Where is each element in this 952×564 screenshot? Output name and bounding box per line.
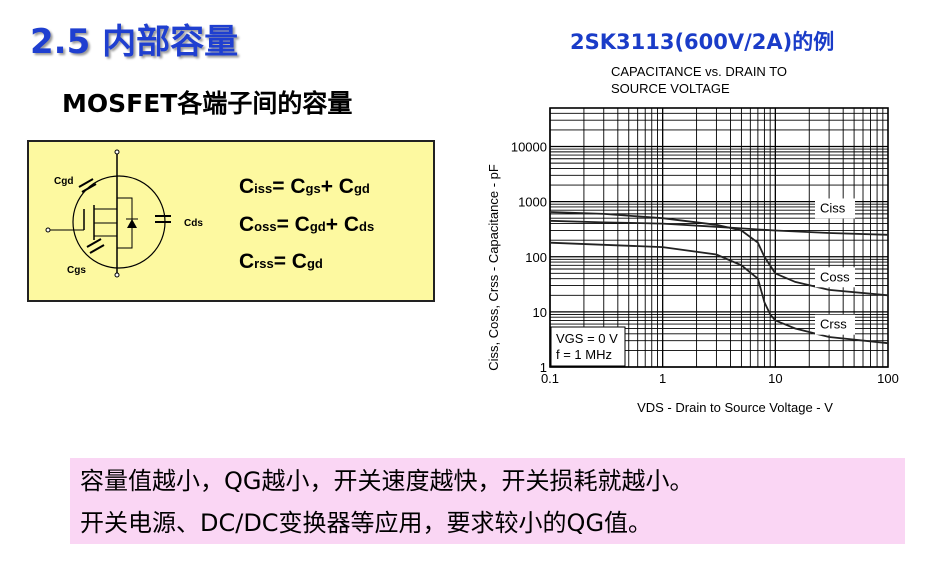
equation-crss: Crss= Cgd [239, 250, 323, 273]
x-tick-label: 10 [768, 371, 782, 386]
x-tick-label: 0.1 [541, 371, 559, 386]
y-axis-label: Ciss, Coss, Crss - Capacitance - pF [486, 164, 501, 371]
cgd-label: Cgd [54, 176, 73, 187]
mosfet-circuit-diagram: Cgd Cgs Cds [45, 149, 203, 278]
series-label-ciss: Ciss [820, 200, 846, 215]
series-line-ciss [549, 219, 889, 236]
y-tick-label: 10 [533, 305, 547, 320]
condition-text: f = 1 MHz [556, 347, 612, 362]
series-label-coss: Coss [820, 269, 850, 284]
cds-label: Cds [184, 218, 203, 229]
equation-ciss: Ciss= Cgs+ Cgd [239, 175, 370, 198]
series-label-bg [815, 198, 855, 219]
y-tick-label: 1000 [518, 195, 547, 210]
cgs-label: Cgs [67, 265, 86, 276]
series-line-crss [549, 241, 889, 345]
capacitance-chart: CAPACITANCE vs. DRAIN TO SOURCE VOLTAGE 0.… [486, 64, 899, 415]
section-heading: MOSFET各端子间的容量 [62, 89, 353, 118]
note-box: 容量值越小，QG越小，开关速度越快，开关损耗就越小。 开关电源、DC/DC变换器… [70, 458, 905, 544]
y-tick-label: 10000 [511, 140, 547, 155]
x-tick-label: 100 [877, 371, 899, 386]
chart-title: CAPACITANCE vs. DRAIN TO [611, 64, 787, 79]
y-tick-label: 100 [525, 250, 547, 265]
series-line-coss [549, 211, 889, 297]
condition-text: VGS = 0 V [556, 331, 618, 346]
series-label-bg [815, 267, 855, 288]
chart-title: SOURCE VOLTAGE [611, 81, 730, 96]
conditions-box [550, 326, 626, 367]
note-line-1: 容量值越小，QG越小，开关速度越快，开关损耗就越小。 [80, 467, 694, 495]
series-label-crss: Crss [820, 317, 847, 332]
y-tick-label: 1 [540, 360, 547, 375]
page-title: 2.5 内部容量 [30, 22, 239, 62]
mosfet-capacitance-box: Cgd Cgs Cds Ciss= Cgs+ Cgd Coss= Cgd+ Cd… [27, 140, 435, 302]
x-axis-label: VDS - Drain to Source Voltage - V [637, 400, 833, 415]
chart-caption: 2SK3113(600V/2A)的例 [570, 30, 835, 54]
x-tick-label: 1 [659, 371, 666, 386]
plot-frame [549, 107, 889, 368]
note-line-2: 开关电源、DC/DC变换器等应用，要求较小的QG值。 [80, 509, 653, 537]
series-label-bg [815, 314, 855, 335]
equation-coss: Coss= Cgd+ Cds [239, 213, 375, 236]
